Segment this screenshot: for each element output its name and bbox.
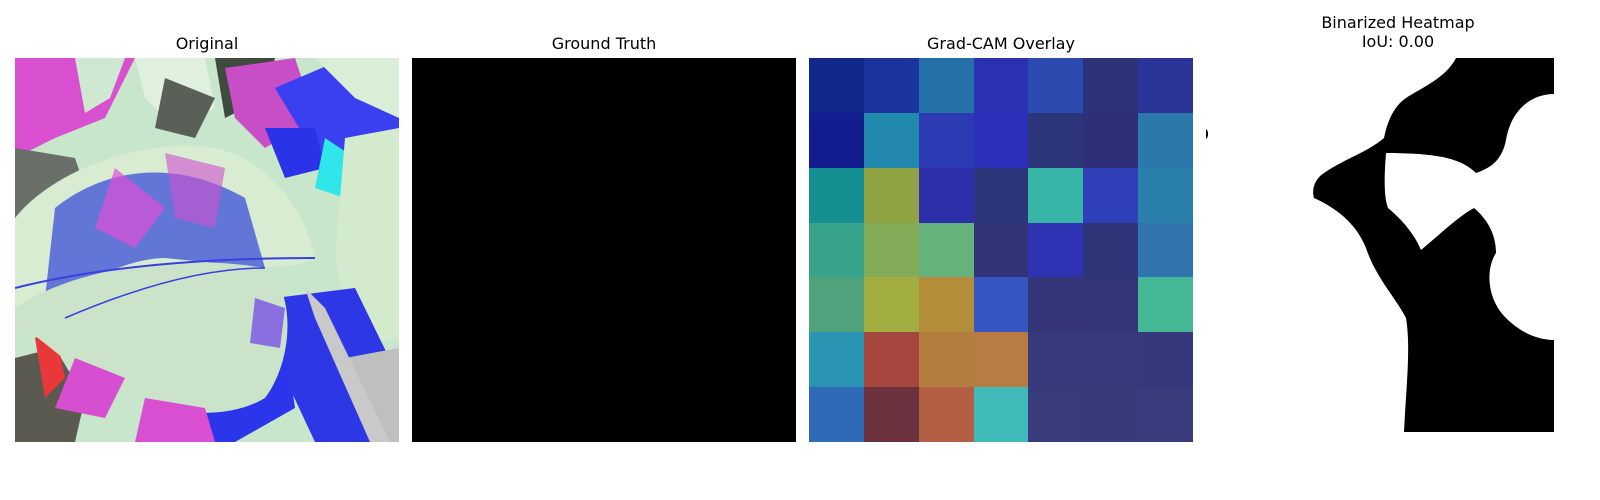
gradcam-cell <box>1138 332 1193 388</box>
gradcam-cell <box>918 222 974 278</box>
gradcam-cell <box>1083 277 1139 333</box>
gradcam-cell <box>1028 277 1084 333</box>
gradcam-cell <box>1083 58 1139 113</box>
gradcam-cell <box>863 112 919 168</box>
gradcam-cell <box>809 167 864 223</box>
gradcam-cell <box>1138 222 1193 278</box>
gradcam-cell <box>973 387 1029 442</box>
gradcam-cell <box>918 167 974 223</box>
gradcam-overlay <box>809 58 1193 442</box>
gradcam-cell <box>973 222 1029 278</box>
binarized-title: Binarized Heatmap IoU: 0.00 <box>1206 13 1590 51</box>
ground-truth-title: Ground Truth <box>551 34 657 53</box>
gradcam-cell <box>863 222 919 278</box>
gradcam-cell <box>918 112 974 168</box>
gradcam-title: Grad-CAM Overlay <box>927 34 1075 53</box>
gradcam-cell <box>863 167 919 223</box>
ground-truth-mask <box>412 58 796 442</box>
gradcam-cell <box>1138 277 1193 333</box>
gradcam-cell <box>863 387 919 442</box>
gradcam-cell <box>918 387 974 442</box>
gradcam-cell <box>973 112 1029 168</box>
gradcam-cell <box>1138 58 1193 113</box>
gradcam-cell <box>1083 332 1139 388</box>
gradcam-cell <box>1083 112 1139 168</box>
gradcam-cell <box>809 222 864 278</box>
gradcam-cell <box>809 277 864 333</box>
iou-label: IoU: 0.00 <box>1361 32 1435 51</box>
binarized-heatmap <box>1206 58 1590 442</box>
gradcam-cell <box>1028 167 1084 223</box>
gradcam-cell <box>1138 112 1193 168</box>
gradcam-cell <box>1138 387 1193 442</box>
gradcam-cell <box>1138 167 1193 223</box>
gradcam-cell <box>809 332 864 388</box>
gradcam-cell <box>809 387 864 442</box>
gradcam-cell <box>1083 167 1139 223</box>
gradcam-cell <box>918 332 974 388</box>
gradcam-cell <box>1028 332 1084 388</box>
gradcam-cell <box>809 112 864 168</box>
binarized-mask <box>1206 58 1590 442</box>
gradcam-cell <box>863 332 919 388</box>
gradcam-cell <box>1083 387 1139 442</box>
gradcam-cell <box>863 58 919 113</box>
gradcam-cell <box>973 332 1029 388</box>
gradcam-cell <box>1028 58 1084 113</box>
gradcam-cell <box>809 58 864 113</box>
gradcam-cell <box>1083 222 1139 278</box>
original-image <box>15 58 399 442</box>
gradcam-cell <box>973 58 1029 113</box>
gradcam-cell <box>1028 387 1084 442</box>
binarized-title-text: Binarized Heatmap <box>1321 13 1475 32</box>
leaf-photo <box>15 58 399 442</box>
gradcam-cell <box>1028 222 1084 278</box>
gradcam-cell <box>918 58 974 113</box>
gradcam-cell <box>863 277 919 333</box>
gradcam-cell <box>973 277 1029 333</box>
gradcam-heatmap-grid <box>809 58 1193 442</box>
gradcam-cell <box>973 167 1029 223</box>
original-title: Original <box>175 34 239 53</box>
gradcam-cell <box>918 277 974 333</box>
gradcam-cell <box>1028 112 1084 168</box>
